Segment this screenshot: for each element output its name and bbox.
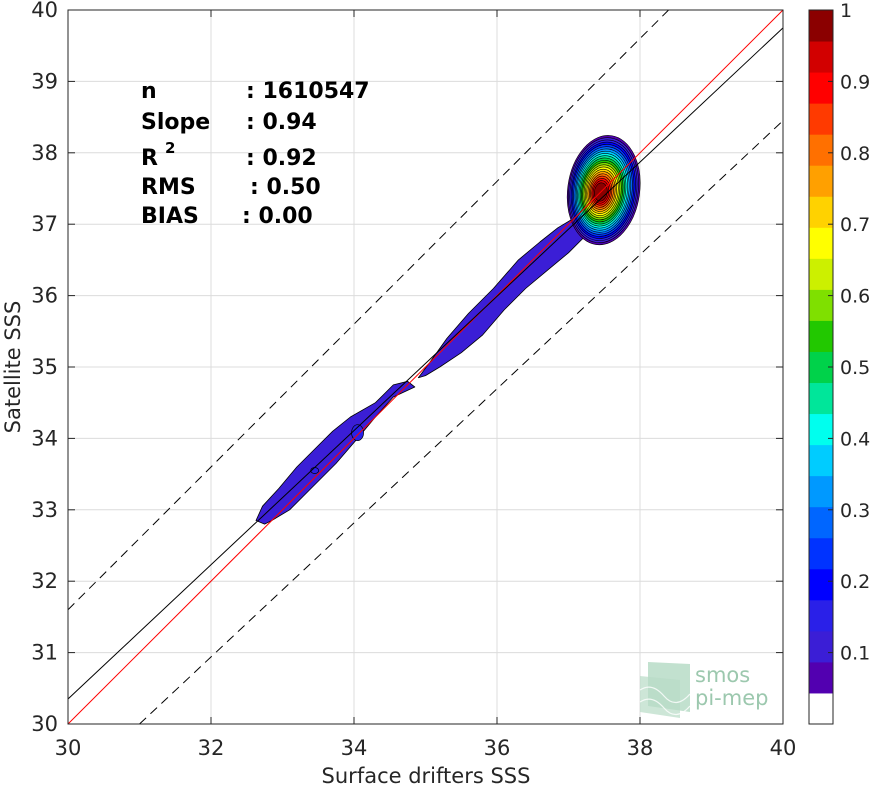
y-axis-ticks: 30 31 32 33 34 35 36 37 38 39 40 (31, 0, 783, 736)
colorbar-tick-label: 0.5 (840, 357, 870, 379)
x-axis-label: Surface drifters SSS (322, 764, 531, 787)
stat-value: : 0.00 (242, 204, 313, 229)
colorbar-level (809, 506, 833, 539)
colorbar-levels (809, 10, 833, 725)
colorbar-level (809, 72, 833, 104)
y-tick-label: 38 (31, 141, 58, 165)
colorbar-tick-label: 0.4 (840, 428, 870, 450)
colorbar-level (809, 165, 833, 197)
x-axis-ticks: 30 32 34 36 38 40 (55, 10, 797, 760)
stat-label: R (141, 146, 158, 171)
stat-value: : 0.94 (246, 110, 317, 135)
logo-line1: smos (695, 663, 750, 687)
x-tick-label: 34 (341, 736, 368, 760)
colorbar-level (809, 382, 833, 415)
colorbar-level (809, 444, 833, 477)
grid (68, 10, 783, 724)
colorbar-level (809, 41, 833, 73)
plot-area (67, 9, 784, 725)
y-tick-label: 33 (31, 498, 58, 522)
colorbar-level (809, 10, 833, 42)
x-tick-label: 30 (55, 736, 82, 760)
stat-value: : 0.50 (250, 175, 321, 200)
reference-lines (67, 9, 784, 725)
colorbar-level (809, 692, 833, 725)
regression-line (67, 27, 784, 700)
x-tick-label: 40 (770, 736, 797, 760)
colorbar-level (809, 227, 833, 259)
stat-label-superscript: 2 (165, 139, 175, 157)
stat-label: RMS (141, 175, 196, 200)
colorbar-tick-label: 0.8 (840, 143, 870, 165)
colorbar-level (809, 103, 833, 135)
x-tick-label: 38 (627, 736, 654, 760)
y-tick-label: 36 (31, 284, 58, 308)
stat-value: : 1610547 (246, 79, 370, 104)
y-axis-label: Satellite SSS (1, 301, 25, 434)
colorbar-ticks: 0.1 0.2 0.3 0.4 0.5 0.6 0.7 0.8 0.9 1 (828, 0, 870, 665)
colorbar-level (809, 258, 833, 290)
colorbar-level (809, 196, 833, 228)
colorbar-level (809, 630, 833, 663)
upper-bound-line (67, 9, 669, 611)
stat-value: : 0.92 (246, 146, 317, 171)
colorbar-tick-label: 0.1 (840, 643, 870, 665)
colorbar-tick-label: 1 (840, 0, 852, 22)
lower-bound-line (139, 120, 784, 725)
colorbar-level (809, 568, 833, 601)
colorbar-tick-label: 0.3 (840, 500, 870, 522)
y-tick-label: 40 (31, 0, 58, 22)
logo: smos pi-mep (639, 662, 768, 718)
colorbar-level (809, 134, 833, 166)
stat-label: n (141, 79, 157, 104)
colorbar: 0.1 0.2 0.3 0.4 0.5 0.6 0.7 0.8 0.9 1 (808, 0, 870, 725)
stat-label: Slope (141, 110, 210, 135)
colorbar-tick-label: 0.9 (840, 71, 870, 93)
x-tick-label: 32 (198, 736, 225, 760)
colorbar-tick-label: 0.2 (840, 571, 870, 593)
colorbar-level (809, 661, 833, 694)
wave-icon (639, 662, 691, 718)
y-tick-label: 37 (31, 212, 58, 236)
y-tick-label: 30 (31, 712, 58, 736)
y-tick-label: 31 (31, 641, 58, 665)
logo-line2: pi-mep (695, 686, 768, 710)
y-tick-label: 35 (31, 355, 58, 379)
colorbar-level (809, 537, 833, 570)
colorbar-level (809, 475, 833, 508)
x-tick-label: 36 (484, 736, 511, 760)
colorbar-tick-label: 0.7 (840, 214, 870, 236)
stat-label: BIAS (141, 204, 199, 229)
y-tick-label: 32 (31, 569, 58, 593)
identity-line (67, 9, 784, 725)
y-tick-label: 34 (31, 426, 58, 450)
y-tick-label: 39 (31, 69, 58, 93)
colorbar-level (809, 599, 833, 632)
colorbar-level (809, 289, 833, 321)
colorbar-level (809, 320, 833, 352)
colorbar-tick-label: 0.6 (840, 286, 870, 308)
stats-box: n : 1610547 Slope : 0.94 R 2 : 0.92 RMS : 0.50 BI… (141, 79, 370, 229)
colorbar-level (809, 413, 833, 446)
